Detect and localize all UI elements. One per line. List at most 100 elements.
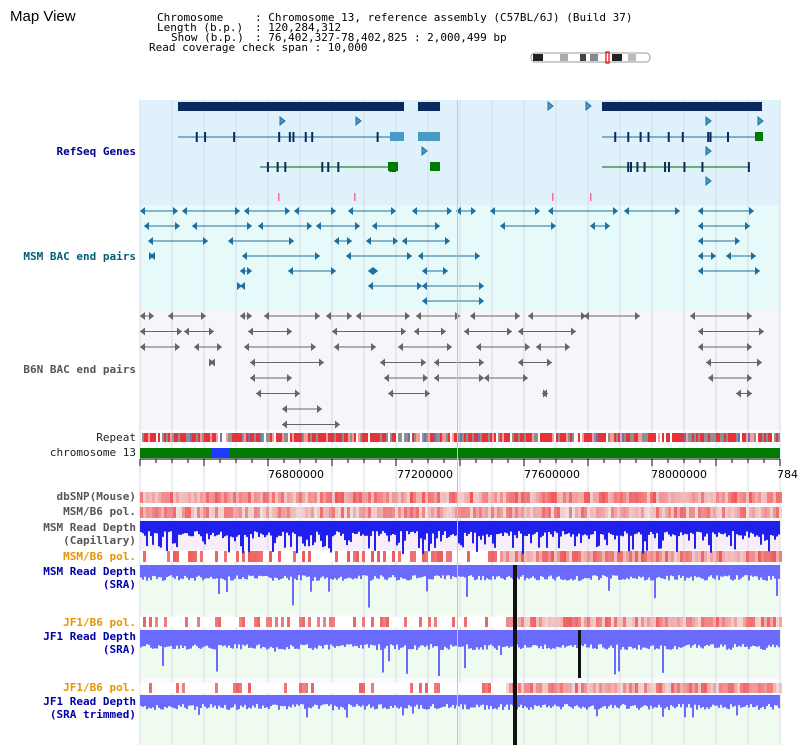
depth-bar: [374, 565, 376, 577]
depth-bar: [718, 521, 720, 533]
bac-end: [209, 358, 214, 367]
depth-bar: [374, 630, 376, 646]
depth-bar: [450, 630, 452, 645]
depth-bar: [410, 630, 412, 650]
bac-end: [708, 374, 713, 382]
track-label-msm-depth-sra[interactable]: MSM Read Depth: [43, 565, 136, 578]
track-label-chromosome[interactable]: chromosome 13: [49, 446, 136, 459]
bac-end: [464, 327, 469, 336]
depth-bar: [442, 565, 444, 576]
heat-cell: [662, 492, 665, 503]
heat-cell: [725, 507, 728, 518]
heat-cell: [599, 683, 602, 693]
track-label-jf1-depth-sra[interactable]: JF1 Read Depth: [43, 630, 136, 643]
depth-bar: [544, 630, 546, 645]
repeat-cell: [702, 433, 704, 442]
track-label-jf1-depth-trim[interactable]: JF1 Read Depth: [43, 695, 136, 708]
track-label-b6n-bac[interactable]: B6N BAC end pairs: [23, 363, 136, 376]
heat-cell: [443, 617, 446, 627]
bac-end: [372, 222, 377, 230]
depth-bar: [362, 565, 364, 576]
heat-cell: [200, 617, 203, 627]
depth-bar: [352, 695, 354, 707]
depth-bar: [170, 695, 172, 707]
depth-bar: [570, 630, 572, 646]
heat-cell: [245, 617, 248, 627]
heat-cell: [308, 507, 311, 518]
heat-cell: [242, 617, 245, 627]
repeat-cell: [398, 433, 400, 442]
heat-cell: [221, 683, 224, 693]
heat-cell: [590, 492, 593, 503]
depth-bar: [160, 521, 162, 548]
depth-bar: [578, 521, 580, 534]
heat-cell: [344, 683, 347, 693]
depth-bar: [542, 565, 544, 578]
depth-bar: [234, 521, 236, 542]
depth-bar: [274, 565, 276, 578]
depth-bar: [182, 695, 184, 705]
heat-cell: [518, 617, 521, 627]
depth-bar: [230, 521, 232, 537]
bac-end: [247, 312, 252, 320]
heat-cell: [305, 492, 308, 503]
heat-cell: [206, 551, 209, 562]
track-label-dbsnp[interactable]: dbSNP(Mouse): [56, 490, 136, 503]
track-label-msm-b6-pol-2[interactable]: MSM/B6 pol.: [63, 550, 136, 563]
heat-cell: [749, 507, 752, 518]
depth-bar: [430, 521, 432, 544]
heat-cell: [734, 617, 737, 627]
depth-bar: [550, 565, 552, 576]
heat-cell: [308, 683, 311, 693]
heat-cell: [554, 551, 557, 562]
depth-bar: [318, 521, 320, 535]
heat-cell: [470, 683, 473, 693]
bac-end: [250, 374, 255, 382]
heat-cell: [422, 683, 425, 693]
track-label-msm-b6-pol[interactable]: MSM/B6 pol.: [63, 505, 136, 518]
heat-cell: [473, 551, 476, 562]
heat-cell: [587, 551, 590, 562]
depth-bar: [486, 565, 488, 579]
repeat-cell: [670, 433, 672, 442]
heat-cell: [491, 617, 494, 627]
depth-bar: [306, 630, 308, 645]
heat-cell: [641, 507, 644, 518]
depth-bar: [272, 630, 274, 648]
heat-cell: [479, 551, 482, 562]
heat-cell: [575, 492, 578, 503]
depth-bar: [666, 695, 668, 707]
depth-bar: [652, 565, 654, 581]
heat-cell: [524, 492, 527, 503]
heat-cell: [677, 492, 680, 503]
depth-bar: [222, 521, 224, 539]
depth-bar: [620, 630, 622, 650]
heat-cell: [284, 492, 287, 503]
depth-bar: [140, 521, 142, 533]
heat-cell: [299, 507, 302, 518]
heat-cell: [257, 551, 260, 562]
depth-bar: [210, 630, 212, 649]
depth-bar: [770, 565, 772, 580]
track-label-repeat[interactable]: Repeat: [96, 431, 136, 444]
heat-cell: [254, 617, 257, 627]
depth-bar: [474, 630, 476, 650]
depth-bar: [458, 630, 460, 647]
track-label-refseq[interactable]: RefSeq Genes: [56, 145, 136, 158]
heat-cell: [374, 507, 377, 518]
track-label-msm-bac[interactable]: MSM BAC end pairs: [23, 250, 136, 263]
heat-cell: [191, 683, 194, 693]
depth-bar: [774, 630, 776, 648]
track-label-msm-depth-cap[interactable]: MSM Read Depth: [43, 521, 136, 534]
depth-bar: [638, 521, 640, 533]
heat-cell: [743, 683, 746, 693]
depth-bar: [750, 695, 752, 705]
heat-cell: [542, 617, 545, 627]
track-label-jf1-b6-pol-2[interactable]: JF1/B6 pol.: [63, 681, 136, 694]
heat-cell: [503, 683, 506, 693]
track-label-jf1-b6-pol[interactable]: JF1/B6 pol.: [63, 616, 136, 629]
heat-cell: [629, 683, 632, 693]
depth-bar: [648, 695, 650, 710]
heat-cell: [695, 617, 698, 627]
